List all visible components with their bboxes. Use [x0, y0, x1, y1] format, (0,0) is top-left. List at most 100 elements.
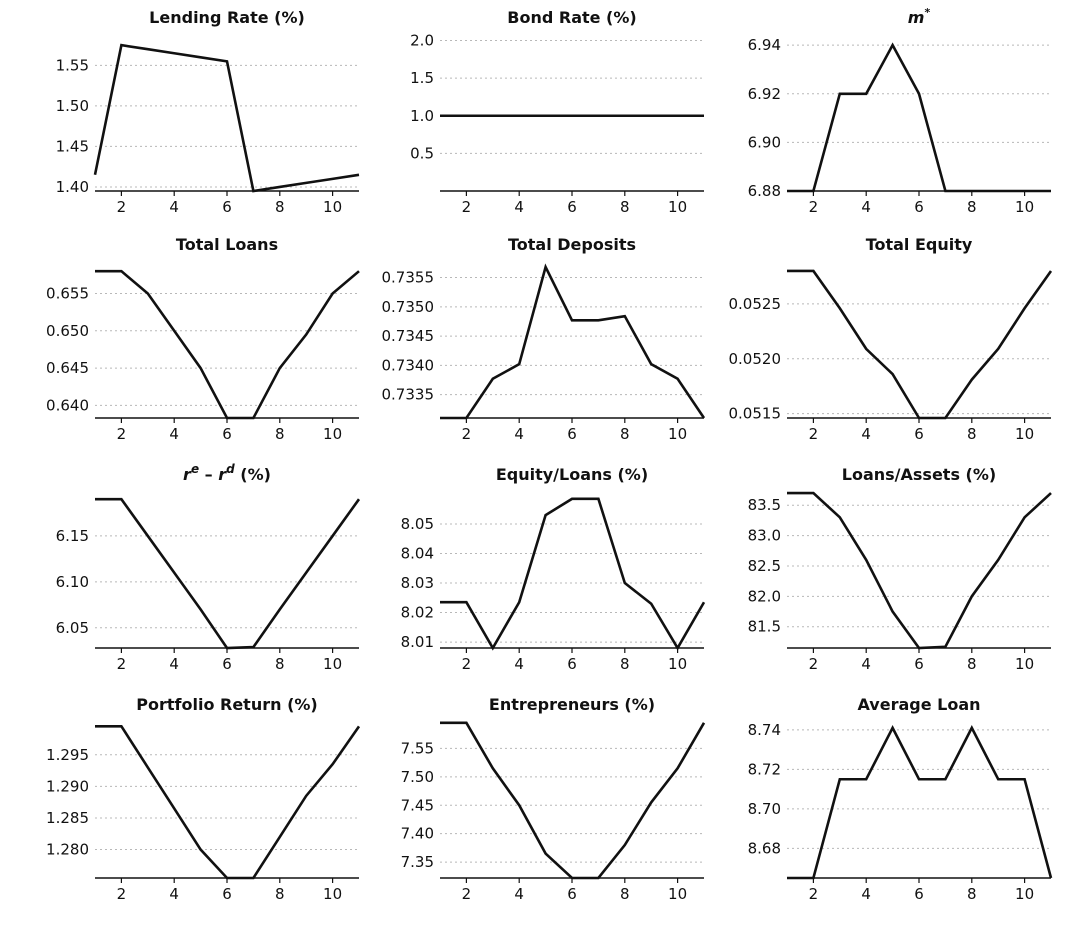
panel-title: Total Deposits — [508, 235, 636, 254]
x-tick-label: 2 — [117, 885, 127, 903]
y-tick-label: 82.0 — [748, 587, 781, 605]
y-tick-label: 0.0515 — [729, 405, 782, 423]
y-tick-label: 82.5 — [748, 557, 781, 575]
x-tick-label: 10 — [1015, 885, 1034, 903]
y-tick-label: 7.35 — [401, 853, 434, 871]
y-tick-label: 8.02 — [401, 604, 434, 622]
y-tick-label: 83.0 — [748, 527, 781, 545]
y-tick-label: 1.285 — [46, 809, 89, 827]
y-tick-label: 0.640 — [46, 396, 89, 414]
panel-9: Loans/Assets (%) 81.5 82.0 82.5 83.0 83.5 2 4 6 8… — [748, 465, 1052, 673]
y-tick-label: 6.92 — [748, 85, 781, 103]
x-tick-label: 4 — [169, 655, 179, 673]
y-tick-label: 6.10 — [56, 573, 89, 591]
series-line — [95, 497, 361, 650]
x-tick-label: 8 — [967, 425, 977, 443]
x-tick-label: 4 — [861, 655, 871, 673]
panel-6: Total Equity 0.0515 0.0520 0.0525 2 4 6 8 10 — [729, 235, 1053, 443]
y-tick-label: 0.650 — [46, 322, 89, 340]
x-tick-label: 10 — [668, 885, 687, 903]
x-tick-label: 6 — [567, 198, 577, 216]
y-tick-label: 8.74 — [748, 721, 781, 739]
x-tick-label: 8 — [275, 655, 285, 673]
x-tick-label: 10 — [668, 655, 687, 673]
panel-5: Total Deposits 0.7335 0.7340 0.7345 0.7350 0.… — [382, 235, 706, 443]
y-tick-label: 0.7345 — [382, 327, 435, 345]
y-tick-label: 1.55 — [56, 56, 89, 74]
x-tick-label: 8 — [967, 655, 977, 673]
panel-title: Total Equity — [866, 235, 973, 254]
y-tick-label: 81.5 — [748, 618, 781, 636]
panel-2: Bond Rate (%) 0.5 1.0 1.5 2.0 2 4 6 8 10 — [410, 8, 704, 216]
series-line — [440, 497, 706, 651]
panel-title: Average Loan — [857, 695, 980, 714]
x-tick-label: 2 — [117, 198, 127, 216]
y-tick-label: 8.01 — [401, 633, 434, 651]
panel-title: Total Loans — [176, 235, 278, 254]
x-tick-label: 4 — [514, 425, 524, 443]
y-tick-label: 6.15 — [56, 527, 89, 545]
x-tick-label: 2 — [809, 425, 819, 443]
panel-7: re – rd (%) 6.05 6.10 6.15 2 4 6 8 10 — [56, 462, 361, 673]
x-tick-label: 8 — [620, 198, 630, 216]
y-tick-label: 1.40 — [56, 178, 89, 196]
y-tick-label: 0.7340 — [382, 356, 435, 374]
x-tick-label: 10 — [1015, 425, 1034, 443]
x-tick-label: 6 — [914, 198, 924, 216]
panel-4: Total Loans 0.640 0.645 0.650 0.655 2 4 6 8 10 — [46, 235, 360, 443]
x-tick-label: 8 — [275, 425, 285, 443]
x-tick-label: 4 — [514, 198, 524, 216]
x-tick-label: 4 — [169, 425, 179, 443]
x-tick-label: 2 — [117, 425, 127, 443]
panel-8: Equity/Loans (%) 8.01 8.02 8.03 8.04 8.05 2 4 6 8… — [401, 465, 706, 673]
series-line — [440, 263, 706, 420]
x-tick-label: 8 — [275, 198, 285, 216]
panel-title: Bond Rate (%) — [507, 8, 636, 27]
x-tick-label: 4 — [861, 885, 871, 903]
y-tick-label: 1.45 — [56, 137, 89, 155]
x-tick-label: 2 — [462, 655, 472, 673]
x-tick-label: 10 — [1015, 198, 1034, 216]
y-tick-label: 8.70 — [748, 800, 781, 818]
x-tick-label: 6 — [222, 198, 232, 216]
y-tick-label: 0.5 — [410, 144, 434, 162]
x-tick-label: 4 — [514, 885, 524, 903]
series-line — [787, 725, 1053, 880]
x-tick-label: 6 — [914, 425, 924, 443]
y-tick-label: 6.90 — [748, 133, 781, 151]
y-tick-label: 83.5 — [748, 496, 781, 514]
x-tick-label: 6 — [222, 425, 232, 443]
x-tick-label: 8 — [967, 198, 977, 216]
y-tick-label: 1.290 — [46, 777, 89, 795]
x-tick-label: 4 — [169, 198, 179, 216]
panel-title: m* — [908, 6, 931, 27]
x-tick-label: 4 — [514, 655, 524, 673]
x-tick-label: 4 — [169, 885, 179, 903]
y-tick-label: 6.94 — [748, 36, 781, 54]
x-tick-label: 10 — [323, 425, 342, 443]
y-tick-label: 8.68 — [748, 839, 781, 857]
x-tick-label: 10 — [323, 655, 342, 673]
y-tick-label: 0.0525 — [729, 295, 782, 313]
series-line — [95, 269, 360, 420]
x-tick-label: 6 — [222, 885, 232, 903]
y-tick-label: 0.645 — [46, 359, 89, 377]
panel-1: Lending Rate (%) 1.40 1.45 1.50 1.55 2 4 6 8 10 — [56, 8, 360, 216]
y-tick-label: 1.0 — [410, 107, 434, 125]
y-tick-label: 6.05 — [56, 619, 89, 637]
x-tick-label: 4 — [861, 425, 871, 443]
series-line — [787, 269, 1053, 420]
panel-title: Lending Rate (%) — [149, 8, 305, 27]
y-tick-label: 8.04 — [401, 544, 434, 562]
x-tick-label: 10 — [323, 885, 342, 903]
x-tick-label: 6 — [567, 655, 577, 673]
y-tick-label: 1.280 — [46, 841, 89, 859]
x-tick-label: 2 — [809, 655, 819, 673]
y-tick-label: 8.72 — [748, 760, 781, 778]
y-tick-label: 0.7355 — [382, 269, 435, 287]
y-tick-label: 0.7350 — [382, 298, 435, 316]
x-tick-label: 10 — [668, 198, 687, 216]
x-tick-label: 2 — [462, 198, 472, 216]
series-line — [787, 42, 1051, 193]
